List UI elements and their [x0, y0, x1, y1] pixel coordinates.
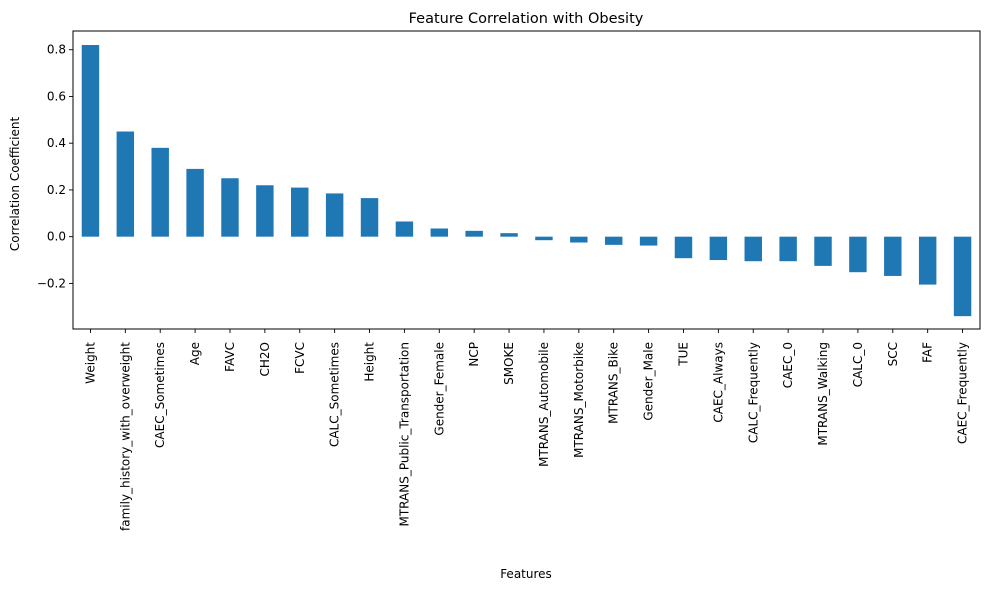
- y-axis: −0.2 0.0 0.2 0.4 0.6 0.8: [37, 43, 73, 290]
- bar-CAEC_Frequently: [953, 236, 972, 317]
- y-tick-label: 0.6: [47, 89, 66, 103]
- x-tick-label: Gender_Male: [642, 342, 656, 421]
- bar-CALC_0: [849, 236, 867, 273]
- x-tick-label: FCVC: [293, 342, 307, 374]
- x-tick-label: MTRANS_Walking: [816, 342, 830, 446]
- bar-Gender_Female: [430, 228, 449, 237]
- x-tick-label: family_history_with_overweight: [118, 342, 132, 531]
- x-axis-label: Features: [500, 567, 552, 581]
- bar-MTRANS_Bike: [604, 236, 623, 245]
- plot-frame: [72, 30, 981, 330]
- bar-MTRANS_Motorbike: [570, 236, 588, 243]
- x-tick-label: FAVC: [223, 342, 237, 372]
- y-tick-label: 0.0: [47, 230, 66, 244]
- x-tick-label: MTRANS_Bike: [607, 342, 621, 424]
- bar-MTRANS_Public_Transportation: [395, 221, 414, 237]
- y-axis-label: Correlation Coefficient: [8, 117, 22, 252]
- bar-FAVC: [221, 178, 239, 237]
- bar-FCVC: [291, 187, 309, 237]
- bar-Age: [186, 168, 204, 237]
- bar-CH2O: [256, 185, 274, 237]
- x-tick-label: CAEC_0: [781, 342, 795, 388]
- x-axis: Weight family_history_with_overweight CAEC…: [83, 329, 970, 531]
- x-tick-label: CAEC_Sometimes: [153, 342, 167, 448]
- y-tick-label: −0.2: [37, 276, 66, 290]
- bar-CALC_Frequently: [744, 236, 762, 262]
- bar-family_history_with_overweight: [116, 131, 135, 237]
- y-tick-label: 0.4: [47, 136, 66, 150]
- bars-group: [81, 45, 972, 317]
- x-tick-label: CALC_0: [851, 342, 865, 387]
- y-tick-label: 0.8: [47, 43, 66, 57]
- bar-Height: [360, 198, 379, 237]
- bar-FAF: [918, 236, 937, 285]
- x-tick-label: TUE: [676, 342, 690, 367]
- x-tick-label: CALC_Frequently: [746, 342, 760, 443]
- x-tick-label: Gender_Female: [432, 342, 446, 436]
- x-tick-label: CALC_Sometimes: [328, 342, 342, 447]
- bar-SMOKE: [500, 233, 518, 237]
- bar-TUE: [674, 236, 693, 259]
- x-tick-label: CH2O: [258, 342, 272, 376]
- y-tick-label: 0.2: [47, 183, 66, 197]
- x-tick-label: SCC: [886, 342, 900, 366]
- bar-Weight: [81, 45, 100, 237]
- x-tick-label: NCP: [467, 342, 481, 367]
- x-tick-label: FAF: [921, 342, 935, 363]
- bar-SCC: [884, 236, 902, 276]
- chart-title: Feature Correlation with Obesity: [409, 11, 644, 27]
- x-tick-label: CAEC_Always: [711, 342, 725, 423]
- bar-MTRANS_Automobile: [535, 236, 553, 241]
- x-tick-label: Age: [188, 342, 202, 365]
- x-tick-label: MTRANS_Motorbike: [572, 342, 586, 458]
- x-tick-label: Height: [363, 342, 377, 382]
- bar-CAEC_Sometimes: [151, 147, 169, 237]
- bar-CALC_Sometimes: [325, 193, 344, 237]
- bar-MTRANS_Walking: [814, 236, 832, 266]
- bar-Gender_Male: [639, 236, 658, 246]
- bar-CAEC_Always: [709, 236, 728, 261]
- x-tick-label: MTRANS_Public_Transportation: [397, 342, 411, 527]
- x-tick-label: SMOKE: [502, 342, 516, 385]
- x-tick-label: Weight: [83, 342, 97, 384]
- bar-CAEC_0: [779, 236, 797, 262]
- bar-NCP: [465, 230, 483, 237]
- x-tick-label: CAEC_Frequently: [956, 342, 970, 444]
- x-tick-label: MTRANS_Automobile: [537, 342, 551, 467]
